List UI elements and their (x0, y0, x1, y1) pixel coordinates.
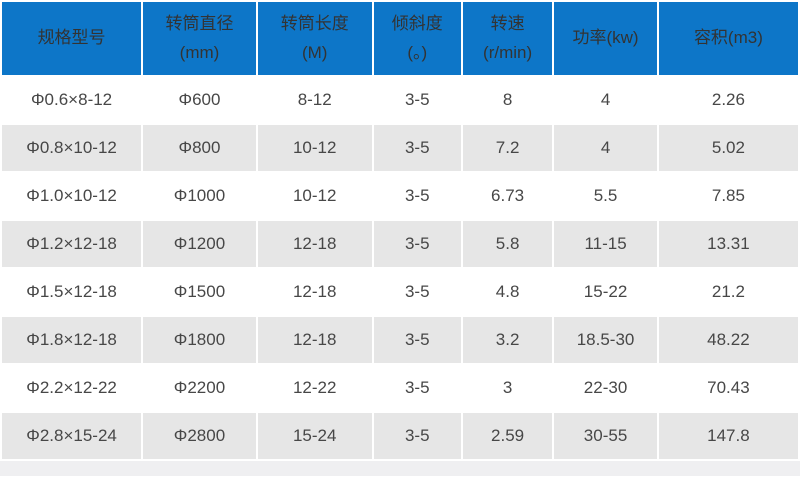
table-row: Φ2.8×15-24 Φ2800 15-24 3-5 2.59 30-55 147.8 (2, 413, 798, 459)
table-cell: Φ1800 (143, 317, 256, 363)
table-row: Φ2.2×12-22 Φ2200 12-22 3-5 3 22-30 70.43 (2, 365, 798, 411)
header-label-line2: (。) (407, 42, 428, 62)
header-label-line1: 容积(m3) (693, 28, 763, 48)
header-cell-1: 转筒直径 (mm) (143, 2, 256, 75)
table-cell: 5.5 (554, 173, 657, 219)
table-cell: Φ2.8×15-24 (2, 413, 142, 459)
table-cell: 3 (462, 365, 553, 411)
header-label-line1: 转筒直径 (165, 13, 234, 33)
table-cell: 8-12 (257, 77, 372, 123)
table-cell: Φ600 (143, 77, 256, 123)
table-cell: Φ2800 (143, 413, 256, 459)
table-body: Φ0.6×8-12 Φ600 8-12 3-5 8 4 2.26 Φ0.8×10-12 Φ800… (2, 77, 798, 459)
table-cell: 7.85 (658, 173, 798, 219)
table-cell: Φ1200 (143, 221, 256, 267)
table-header: 规格型号 转筒直径 (mm) 转筒长度 (M) 倾斜度 (。) 转速 (r/min) 功率(kw)… (2, 2, 798, 75)
header-cell-3: 倾斜度 (。) (373, 2, 461, 75)
footer-strip (0, 461, 800, 476)
table-row: Φ1.2×12-18 Φ1200 12-18 3-5 5.8 11-15 13.31 (2, 221, 798, 267)
header-label-line2: (r/min) (483, 42, 533, 62)
table-cell: 5.02 (658, 125, 798, 171)
header-label-line2: (M) (301, 42, 328, 62)
table-cell: 6.73 (462, 173, 553, 219)
table-cell: 15-24 (257, 413, 372, 459)
header-label-line1: 倾斜度 (391, 13, 443, 33)
header-cell-0: 规格型号 (2, 2, 142, 75)
table-cell: 5.8 (462, 221, 553, 267)
table-cell: 18.5-30 (554, 317, 657, 363)
header-label-line2: (mm) (179, 42, 220, 62)
table-cell: 3-5 (373, 413, 461, 459)
table-cell: Φ2.2×12-22 (2, 365, 142, 411)
table-cell: 12-18 (257, 221, 372, 267)
table-cell: 4 (554, 125, 657, 171)
table-cell: 3-5 (373, 221, 461, 267)
header-label-line1: 功率(kw) (572, 28, 639, 48)
table-cell: 3-5 (373, 365, 461, 411)
table-cell: 3-5 (373, 77, 461, 123)
table-cell: 48.22 (658, 317, 798, 363)
table-cell: Φ0.6×8-12 (2, 77, 142, 123)
table-row: Φ0.6×8-12 Φ600 8-12 3-5 8 4 2.26 (2, 77, 798, 123)
table-cell: Φ800 (143, 125, 256, 171)
header-label-line1: 转速 (490, 13, 525, 33)
table-cell: 8 (462, 77, 553, 123)
table-cell: 22-30 (554, 365, 657, 411)
specification-table: 规格型号 转筒直径 (mm) 转筒长度 (M) 倾斜度 (。) 转速 (r/min) 功率(kw)… (0, 0, 800, 461)
table-cell: Φ0.8×10-12 (2, 125, 142, 171)
table-cell: 3-5 (373, 269, 461, 315)
table-cell: 13.31 (658, 221, 798, 267)
table-cell: Φ1500 (143, 269, 256, 315)
table-row: Φ1.0×10-12 Φ1000 10-12 3-5 6.73 5.5 7.85 (2, 173, 798, 219)
table-row: Φ0.8×10-12 Φ800 10-12 3-5 7.2 4 5.02 (2, 125, 798, 171)
table-cell: 4 (554, 77, 657, 123)
table-cell: 2.26 (658, 77, 798, 123)
table-cell: 147.8 (658, 413, 798, 459)
header-cell-2: 转筒长度 (M) (257, 2, 372, 75)
table-cell: 12-18 (257, 317, 372, 363)
table-cell: 3.2 (462, 317, 553, 363)
table-cell: 12-18 (257, 269, 372, 315)
table-cell: 3-5 (373, 317, 461, 363)
table-cell: 30-55 (554, 413, 657, 459)
table-cell: 3-5 (373, 173, 461, 219)
table-row: Φ1.5×12-18 Φ1500 12-18 3-5 4.8 15-22 21.2 (2, 269, 798, 315)
table-cell: Φ2200 (143, 365, 256, 411)
table-cell: Φ1.2×12-18 (2, 221, 142, 267)
table-cell: 10-12 (257, 125, 372, 171)
table-cell: Φ1.0×10-12 (2, 173, 142, 219)
table-cell: 21.2 (658, 269, 798, 315)
table-cell: Φ1.5×12-18 (2, 269, 142, 315)
header-label-line1: 规格型号 (37, 28, 106, 48)
table-cell: 4.8 (462, 269, 553, 315)
header-cell-6: 容积(m3) (658, 2, 798, 75)
header-cell-5: 功率(kw) (554, 2, 657, 75)
table-cell: 15-22 (554, 269, 657, 315)
table-cell: Φ1000 (143, 173, 256, 219)
header-cell-4: 转速 (r/min) (462, 2, 553, 75)
header-label-line1: 转筒长度 (280, 13, 349, 33)
table-cell: Φ1.8×12-18 (2, 317, 142, 363)
header-row: 规格型号 转筒直径 (mm) 转筒长度 (M) 倾斜度 (。) 转速 (r/min) 功率(kw)… (2, 2, 798, 75)
table-cell: 11-15 (554, 221, 657, 267)
table-cell: 10-12 (257, 173, 372, 219)
table-cell: 12-22 (257, 365, 372, 411)
table-cell: 70.43 (658, 365, 798, 411)
table-cell: 3-5 (373, 125, 461, 171)
table-cell: 2.59 (462, 413, 553, 459)
table-row: Φ1.8×12-18 Φ1800 12-18 3-5 3.2 18.5-30 48.22 (2, 317, 798, 363)
table-cell: 7.2 (462, 125, 553, 171)
